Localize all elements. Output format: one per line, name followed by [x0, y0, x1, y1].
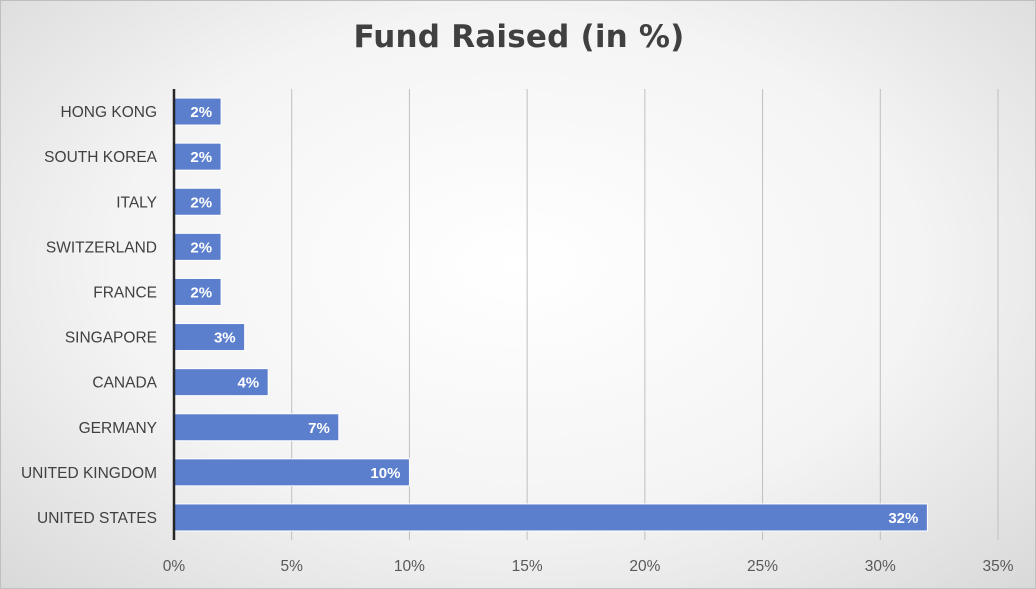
- data-label-hong-kong: 2%: [190, 104, 212, 121]
- x-tick-labels: 0% 5% 10% 15% 20% 25% 30% 35%: [163, 558, 1014, 575]
- x-tick-label-30: 30%: [865, 558, 896, 575]
- gridlines: [291, 89, 999, 540]
- x-tick-label-25: 25%: [747, 558, 778, 575]
- bars: [173, 97, 928, 532]
- category-label-united-states: UNITED STATES: [37, 510, 157, 527]
- category-label-germany: GERMANY: [79, 420, 157, 437]
- category-label-south-korea: SOUTH KOREA: [44, 149, 157, 166]
- category-label-singapore: SINGAPORE: [65, 330, 157, 347]
- x-tick-label-15: 15%: [512, 558, 543, 575]
- category-label-united-kingdom: UNITED KINGDOM: [21, 465, 157, 482]
- data-label-singapore: 3%: [214, 330, 236, 347]
- data-labels: 32% 10% 7% 4% 3% 2% 2% 2% 2% 2%: [190, 104, 918, 527]
- x-tick-label-35: 35%: [982, 558, 1013, 575]
- category-label-switzerland: SWITZERLAND: [46, 239, 157, 256]
- data-label-canada: 4%: [237, 375, 259, 392]
- x-tick-label-0: 0%: [163, 558, 186, 575]
- data-label-france: 2%: [190, 284, 212, 301]
- data-label-switzerland: 2%: [190, 239, 212, 256]
- data-label-united-states: 32%: [888, 510, 918, 527]
- data-label-south-korea: 2%: [190, 149, 212, 166]
- category-label-hong-kong: HONG KONG: [61, 104, 157, 121]
- bar-hong-kong: [173, 97, 222, 126]
- x-tick-label-10: 10%: [394, 558, 425, 575]
- data-label-italy: 2%: [190, 194, 212, 211]
- bar-south-korea: [173, 142, 222, 171]
- x-tick-label-5: 5%: [281, 558, 304, 575]
- data-label-germany: 7%: [308, 420, 330, 437]
- x-tick-label-20: 20%: [629, 558, 660, 575]
- category-label-france: FRANCE: [93, 284, 157, 301]
- data-label-united-kingdom: 10%: [370, 465, 400, 482]
- chart-title: Fund Raised (in %): [353, 19, 685, 55]
- bar-italy: [173, 187, 222, 216]
- category-label-canada: CANADA: [92, 375, 157, 392]
- bar-united-kingdom: [173, 458, 410, 487]
- category-labels: UNITED STATES UNITED KINGDOM GERMANY CANADA…: [21, 104, 158, 527]
- category-label-italy: ITALY: [116, 194, 157, 211]
- bar-united-states: [173, 503, 928, 532]
